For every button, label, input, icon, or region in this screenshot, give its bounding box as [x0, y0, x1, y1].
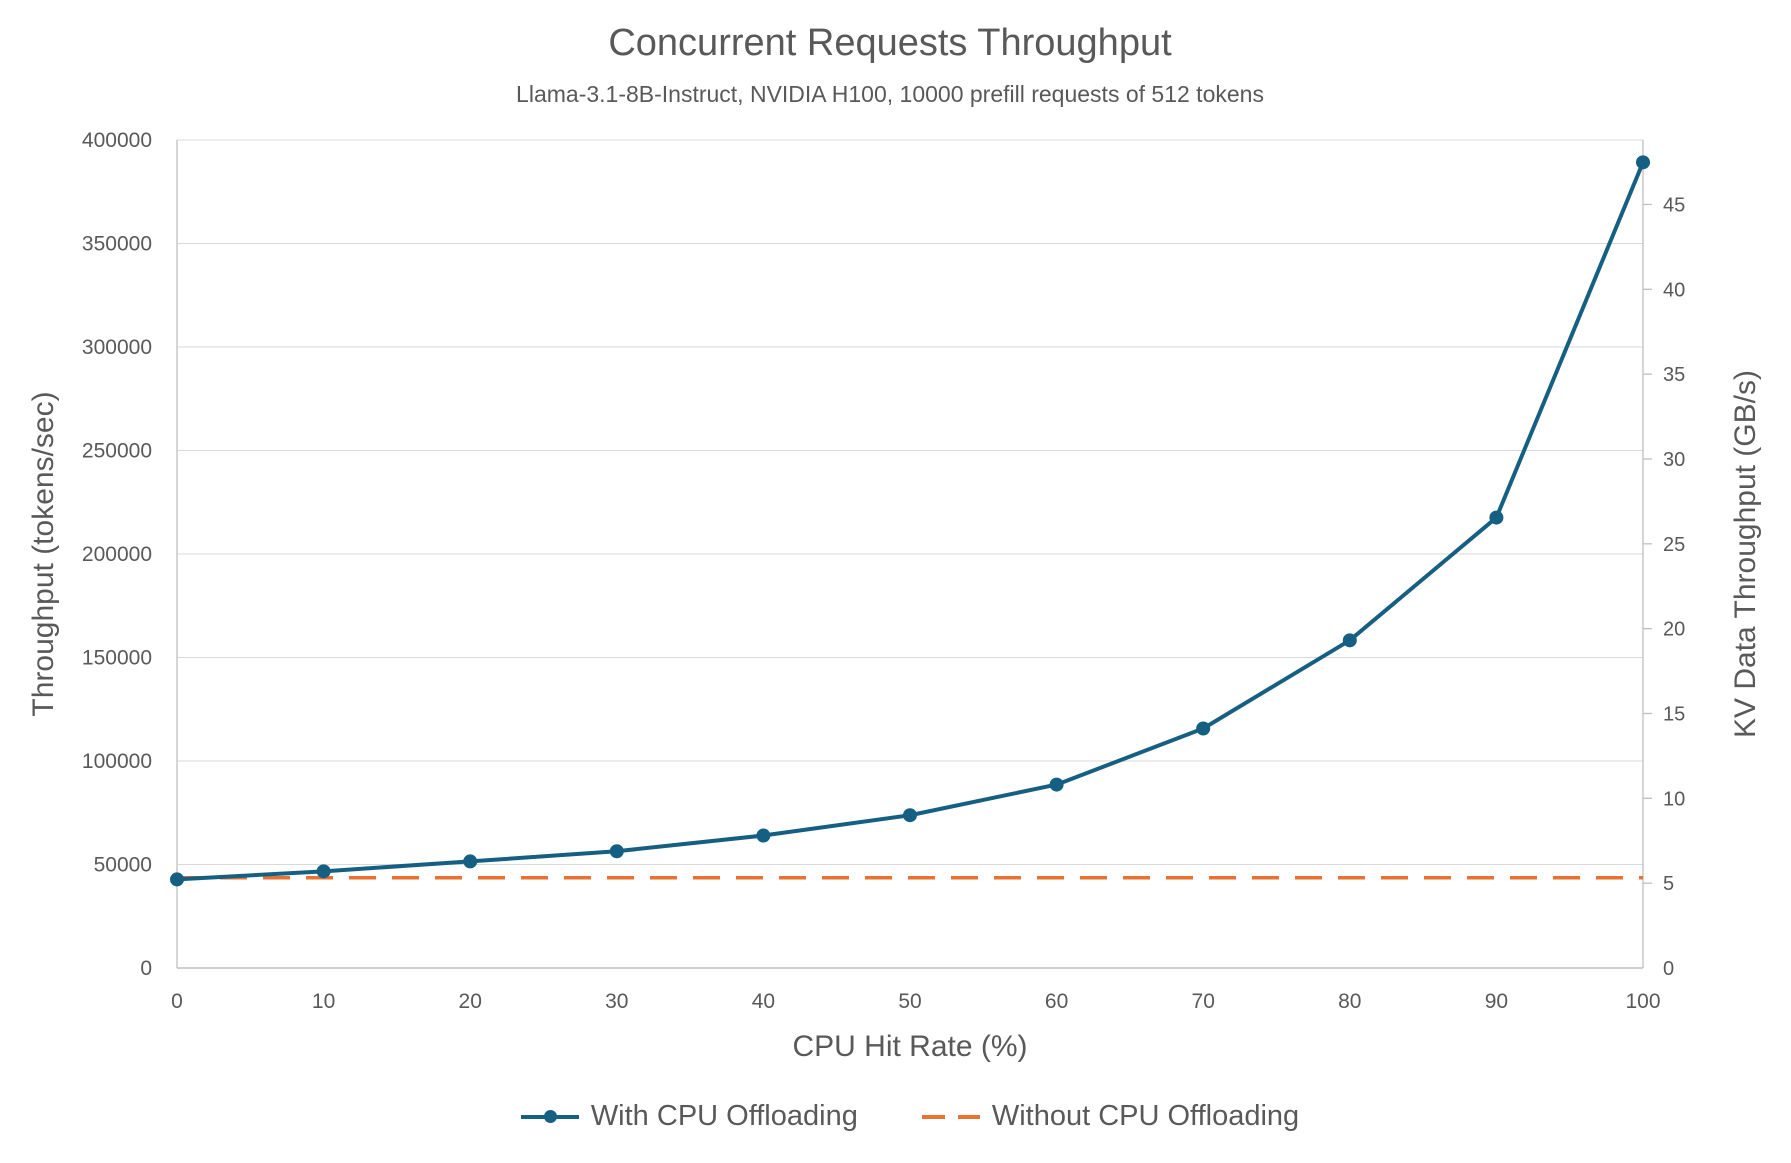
- right-axis-tick-label: 25: [1663, 534, 1685, 556]
- right-axis-tick-label: 5: [1663, 873, 1674, 895]
- y-axis-tick-label: 350000: [82, 233, 152, 256]
- right-axis-tick-label: 0: [1663, 958, 1674, 980]
- legend: With CPU Offloading Without CPU Offloadi…: [177, 1100, 1643, 1133]
- right-axis-tick-label: 30: [1663, 449, 1685, 471]
- legend-label: Without CPU Offloading: [991, 1100, 1300, 1132]
- x-axis-tick-label: 10: [312, 990, 335, 1013]
- data-point-marker: [316, 864, 331, 879]
- data-point-marker: [1636, 155, 1650, 170]
- right-axis-tick-label: 45: [1663, 194, 1685, 216]
- x-axis-tick-label: 50: [898, 990, 921, 1013]
- legend-item-without-cpu-offloading: Without CPU Offloading: [921, 1100, 1300, 1133]
- data-point-marker: [170, 872, 184, 887]
- legend-label: With CPU Offloading: [590, 1100, 858, 1132]
- data-point-marker: [463, 854, 478, 869]
- y-axis-tick-label: 100000: [82, 750, 152, 773]
- right-axis-tick-label: 10: [1663, 788, 1685, 810]
- data-point-marker: [1489, 510, 1504, 525]
- y-axis-tick-label: 400000: [82, 129, 152, 152]
- right-y-axis-title: KV Data Throughput (GB/s): [1729, 370, 1762, 738]
- y-axis-tick-label: 0: [140, 957, 152, 980]
- y-axis-tick-label: 50000: [94, 854, 152, 877]
- y-axis-tick-label: 200000: [82, 543, 152, 566]
- right-axis-tick-label: 20: [1663, 619, 1685, 641]
- right-axis-tick-label: 40: [1663, 279, 1685, 301]
- data-point-marker: [903, 808, 917, 823]
- data-point-marker: [1342, 633, 1357, 648]
- chart-title: Concurrent Requests Throughput: [608, 22, 1172, 64]
- y-axis-tick-label: 250000: [82, 440, 152, 463]
- chart-subtitle: Llama-3.1-8B-Instruct, NVIDIA H100, 1000…: [516, 81, 1264, 107]
- right-axis-tick-label: 35: [1663, 364, 1685, 386]
- data-point-marker: [1049, 777, 1064, 792]
- left-y-axis-title: Throughput (tokens/sec): [27, 391, 60, 717]
- data-point-marker: [756, 828, 771, 843]
- right-axis-tick-label: 15: [1663, 703, 1685, 725]
- y-axis-tick-label: 150000: [82, 647, 152, 670]
- dashed-line-swatch-icon: [921, 1114, 980, 1119]
- x-axis-tick-label: 90: [1485, 990, 1508, 1013]
- data-point-marker: [609, 844, 624, 859]
- x-axis-tick-label: 0: [171, 990, 183, 1013]
- x-axis-tick-label: 40: [752, 990, 775, 1013]
- legend-item-with-cpu-offloading: With CPU Offloading: [520, 1100, 858, 1133]
- x-axis-tick-label: 20: [459, 990, 482, 1013]
- circle-marker-icon: [543, 1110, 557, 1123]
- x-axis-tick-label: 100: [1625, 990, 1660, 1013]
- x-axis-tick-label: 30: [605, 990, 628, 1013]
- y-axis-tick-label: 300000: [82, 336, 152, 359]
- x-axis-title: CPU Hit Rate (%): [792, 1030, 1028, 1063]
- series-with-cpu-offloading-line: [176, 161, 1645, 882]
- data-point-marker: [1196, 721, 1211, 736]
- solid-line-marker-swatch-icon: [520, 1110, 579, 1123]
- x-axis-tick-label: 70: [1192, 990, 1215, 1013]
- x-axis-tick-label: 60: [1045, 990, 1068, 1013]
- x-axis-tick-label: 80: [1338, 990, 1361, 1013]
